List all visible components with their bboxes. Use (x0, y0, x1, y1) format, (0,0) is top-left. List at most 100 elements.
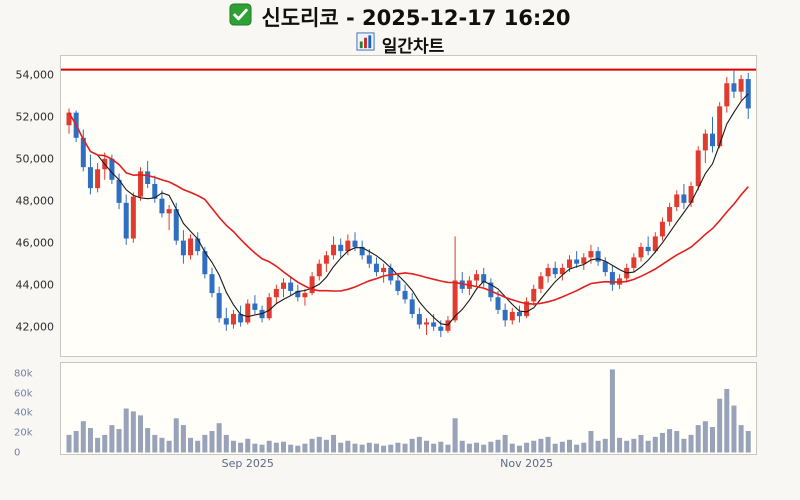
volume-bar (209, 430, 215, 453)
candle (138, 167, 143, 201)
candle (273, 284, 279, 304)
title-row: 신도리코 - 2025-12-17 16:20 (0, 2, 800, 32)
candle-body (395, 280, 401, 291)
candle (552, 261, 558, 279)
candle (710, 116, 715, 153)
candle (488, 278, 494, 302)
candle-body (659, 221, 665, 237)
candle (731, 70, 737, 98)
volume-axis-label: 60k (14, 388, 33, 400)
volume-bar (624, 440, 630, 453)
candle (524, 297, 530, 319)
candle-body (195, 238, 201, 252)
price-axis-label: 46,000 (15, 236, 55, 250)
candle-body (459, 280, 465, 289)
candle-body (481, 274, 487, 283)
volume-bar (695, 425, 701, 453)
candle-body (288, 282, 294, 291)
volume-bar (288, 444, 294, 453)
candle (674, 190, 680, 212)
candle-body (638, 246, 644, 258)
volume-bar (638, 434, 644, 453)
candle-body (145, 171, 151, 184)
candle (295, 284, 301, 302)
volume-bar (87, 428, 93, 453)
candle-body (516, 311, 522, 317)
candle (409, 293, 415, 319)
volume-bar (359, 444, 365, 453)
candle-body (688, 186, 694, 203)
candle-body (159, 198, 165, 214)
candle-body (674, 194, 680, 208)
candle-body (366, 255, 372, 264)
volume-bar (674, 430, 680, 453)
volume-axis-label: 20k (14, 427, 33, 439)
volume-bar (323, 439, 329, 453)
volume-bar (130, 411, 136, 453)
volume-bar (381, 445, 387, 453)
volume-bar (202, 434, 208, 453)
price-axis-label: 54,000 (15, 68, 55, 82)
candle-body (738, 79, 744, 92)
candle (95, 162, 101, 193)
candle-body (595, 251, 601, 262)
candle (87, 154, 93, 195)
volume-bar (738, 425, 744, 453)
candle-body (717, 106, 723, 147)
candle (559, 263, 565, 281)
candle (159, 190, 165, 218)
candle (416, 307, 422, 329)
candle (724, 76, 730, 113)
volume-bar (681, 438, 687, 453)
volume-bar (366, 442, 372, 453)
candle (152, 175, 158, 203)
candle (209, 267, 215, 298)
candle (188, 234, 194, 260)
volume-bar (216, 423, 222, 453)
candle-body (502, 309, 508, 321)
candle (602, 257, 608, 277)
candle-body (188, 238, 194, 256)
candle-body (295, 290, 301, 298)
volume-bar (667, 429, 673, 453)
candle-body (273, 288, 279, 298)
candle (302, 288, 308, 306)
price-axis-label: 48,000 (15, 194, 55, 208)
candle-body (95, 169, 101, 189)
checkmark-icon (229, 3, 252, 31)
volume-bar (431, 443, 437, 453)
candle (402, 284, 408, 304)
candle-body (373, 263, 379, 273)
candle-body (645, 246, 651, 252)
volume-bar (745, 430, 751, 453)
candle-body (424, 322, 429, 325)
volume-bar (609, 369, 615, 453)
volume-bar (402, 443, 408, 453)
candle (316, 259, 322, 281)
candle (638, 242, 644, 262)
candle-body (352, 240, 358, 247)
volume-bar (645, 440, 651, 453)
candle-body (238, 314, 244, 323)
price-chart-panel (60, 55, 757, 357)
candle-body (588, 251, 594, 258)
volume-bar (109, 425, 115, 453)
volume-panel (60, 362, 757, 455)
volume-bar (259, 444, 265, 453)
volume-bar (652, 436, 658, 453)
candle-body (416, 314, 422, 325)
volume-bar (80, 421, 86, 453)
volume-bar (438, 441, 444, 453)
volume-bar (123, 408, 129, 453)
candle-body (538, 276, 544, 289)
volume-bar (266, 440, 272, 453)
candle (659, 217, 665, 241)
candle-body (495, 297, 501, 310)
candle (695, 146, 701, 191)
candle (238, 305, 244, 327)
candle-body (331, 244, 337, 256)
candle-body (702, 133, 708, 151)
volume-bar (166, 440, 172, 453)
volume-bar (588, 430, 594, 453)
candle (281, 278, 286, 298)
